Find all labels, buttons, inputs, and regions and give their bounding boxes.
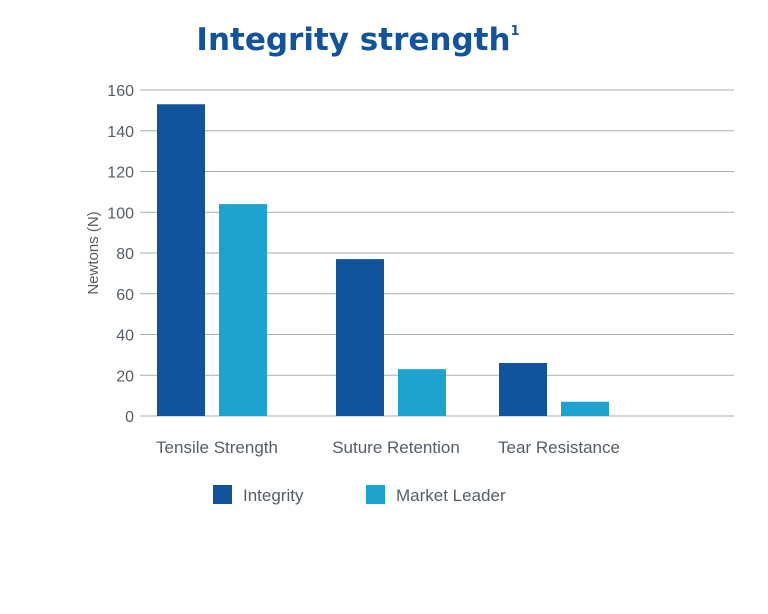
y-tick-label: 0 [125, 409, 134, 426]
bar [561, 401, 609, 416]
bar [398, 369, 446, 416]
category-label: Tear Resistance [498, 438, 620, 457]
legend-label: Market Leader [396, 486, 506, 505]
chart-title-main: Integrity strength [196, 22, 510, 58]
bars [157, 104, 609, 416]
category-label: Tensile Strength [156, 438, 278, 457]
y-tick-label: 160 [107, 83, 134, 100]
chart-title-superscript: 1 [511, 24, 520, 39]
y-axis-ticks: 0 20 40 60 80 100 120 140 160 [107, 83, 134, 426]
y-tick-label: 140 [107, 124, 134, 141]
bar [336, 259, 384, 416]
legend-swatch [366, 485, 385, 504]
y-tick-label: 60 [116, 287, 134, 304]
y-tick-label: 80 [116, 246, 134, 263]
bar [499, 363, 547, 416]
category-label: Suture Retention [332, 438, 460, 457]
legend-label: Integrity [243, 486, 304, 505]
y-tick-label: 120 [107, 165, 134, 182]
bar [157, 104, 205, 416]
y-tick-label: 20 [116, 368, 134, 385]
legend: Integrity Market Leader [213, 485, 506, 505]
legend-swatch [213, 485, 232, 504]
bar [219, 204, 267, 416]
y-tick-label: 100 [107, 205, 134, 222]
y-axis-label: Newtons (N) [85, 211, 102, 294]
y-tick-label: 40 [116, 328, 134, 345]
chart-title: Integrity strength1 [196, 22, 519, 58]
x-axis-categories: Tensile Strength Suture Retention Tear Res… [156, 438, 620, 457]
